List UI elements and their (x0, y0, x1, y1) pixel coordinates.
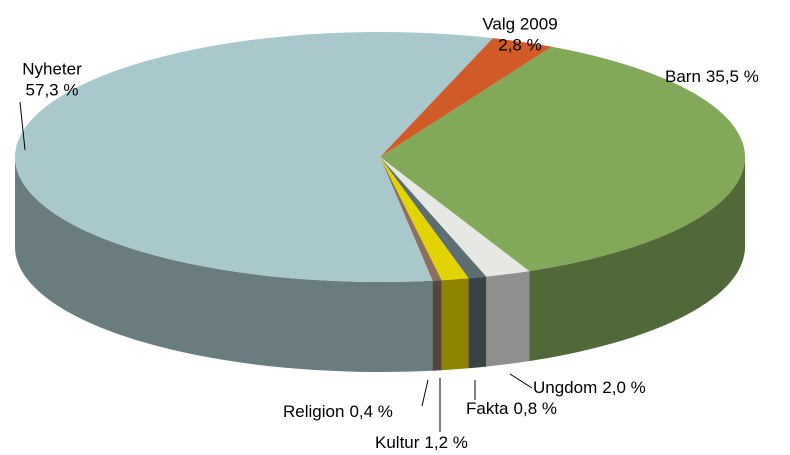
slice-side (15, 157, 433, 373)
category-label: Ungdom (533, 378, 597, 397)
slice-label: Religion 0,4 % (283, 402, 393, 421)
leader-line (421, 379, 429, 407)
value-label: 2,0 % (602, 378, 645, 397)
slice-side (432, 280, 442, 371)
value-label: 1,2 % (424, 433, 467, 452)
category-label: Nyheter (22, 59, 82, 78)
slice (380, 157, 442, 281)
pie-tops (15, 32, 746, 282)
slice-side (441, 278, 469, 371)
leader-line (509, 373, 533, 389)
slice-label: Ungdom 2,0 % (533, 378, 646, 397)
slice-side (529, 157, 745, 362)
value-label: 35,5 % (706, 67, 759, 86)
category-label: Religion (283, 402, 344, 421)
value-label: 0,4 % (349, 402, 392, 421)
slice-side (486, 271, 530, 367)
slice (380, 157, 530, 277)
slice-label: Kultur 1,2 % (375, 433, 468, 452)
slice (380, 157, 469, 281)
pie-sides (15, 157, 745, 373)
slice-label: Barn 35,5 % (665, 67, 759, 86)
leader-line (19, 101, 26, 151)
labels: Valg 2009 2,8 % Barn 35,5 % Ungdom 2,0 % Fakta… (19, 14, 759, 452)
category-label: Barn (665, 67, 701, 86)
category-label: Fakta (466, 399, 509, 418)
value-label: 0,8 % (514, 399, 557, 418)
category-label: Kultur (375, 433, 420, 452)
slice-side (468, 276, 487, 369)
slice (15, 32, 493, 282)
slice (380, 38, 552, 157)
slice (380, 157, 487, 279)
value-label: 57,3 % (26, 80, 79, 99)
category-label: Valg 2009 (482, 14, 557, 33)
slice-label: Fakta 0,8 % (466, 399, 557, 418)
value-label: 2,8 % (498, 35, 541, 54)
slice (380, 46, 746, 272)
